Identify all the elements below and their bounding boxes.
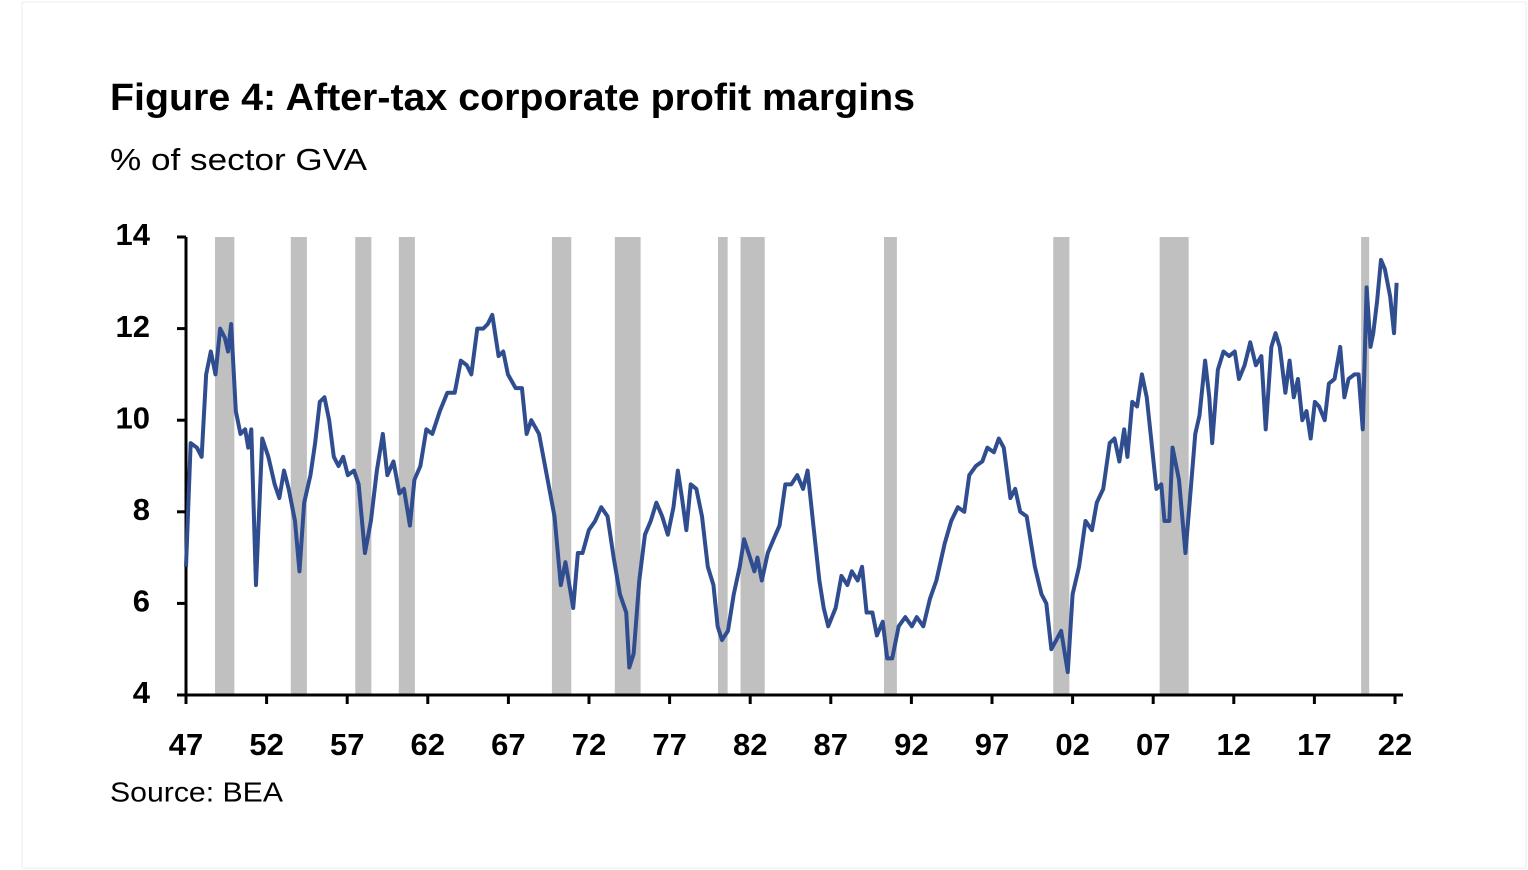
x-tick-label: 67	[491, 727, 525, 762]
recession-band	[290, 237, 307, 695]
chart-subtitle: % of sector GVA	[110, 142, 367, 177]
recession-band	[215, 237, 235, 695]
recession-band	[1159, 237, 1189, 695]
recession-band	[355, 237, 372, 695]
source-note: Source: BEA	[110, 776, 283, 807]
x-tick-label: 12	[1217, 727, 1251, 762]
y-tick-label: 6	[133, 584, 150, 619]
x-tick-label: 22	[1378, 727, 1412, 762]
data-line	[184, 257, 1399, 675]
recession-band	[1053, 237, 1070, 695]
y-tick-label: 14	[116, 217, 151, 252]
x-tick-label: 62	[411, 727, 445, 762]
x-tick-label: 72	[572, 727, 606, 762]
chart-title: Figure 4: After-tax corporate profit mar…	[110, 77, 915, 119]
x-tick-label: 47	[169, 727, 203, 762]
x-tick-label: 97	[975, 727, 1009, 762]
x-tick-label: 77	[652, 727, 686, 762]
x-tick-label: 82	[733, 727, 767, 762]
x-tick-label: 57	[330, 727, 364, 762]
y-tick-label: 10	[116, 400, 150, 435]
x-tick-label: 87	[814, 727, 848, 762]
x-tick-label: 07	[1136, 727, 1170, 762]
y-tick-label: 8	[133, 492, 150, 527]
recession-band	[551, 237, 572, 695]
recession-band	[883, 237, 897, 695]
x-tick-label: 92	[894, 727, 928, 762]
recession-band	[398, 237, 415, 695]
recession-band	[740, 237, 765, 695]
x-tick-label: 52	[249, 727, 283, 762]
x-tick-label: 02	[1055, 727, 1089, 762]
y-tick-label: 12	[116, 309, 150, 344]
recession-band	[1361, 237, 1370, 695]
recession-band	[717, 237, 728, 695]
frame	[21, 1, 1527, 869]
y-tick-label: 4	[133, 675, 151, 710]
x-tick-label: 17	[1297, 727, 1331, 762]
